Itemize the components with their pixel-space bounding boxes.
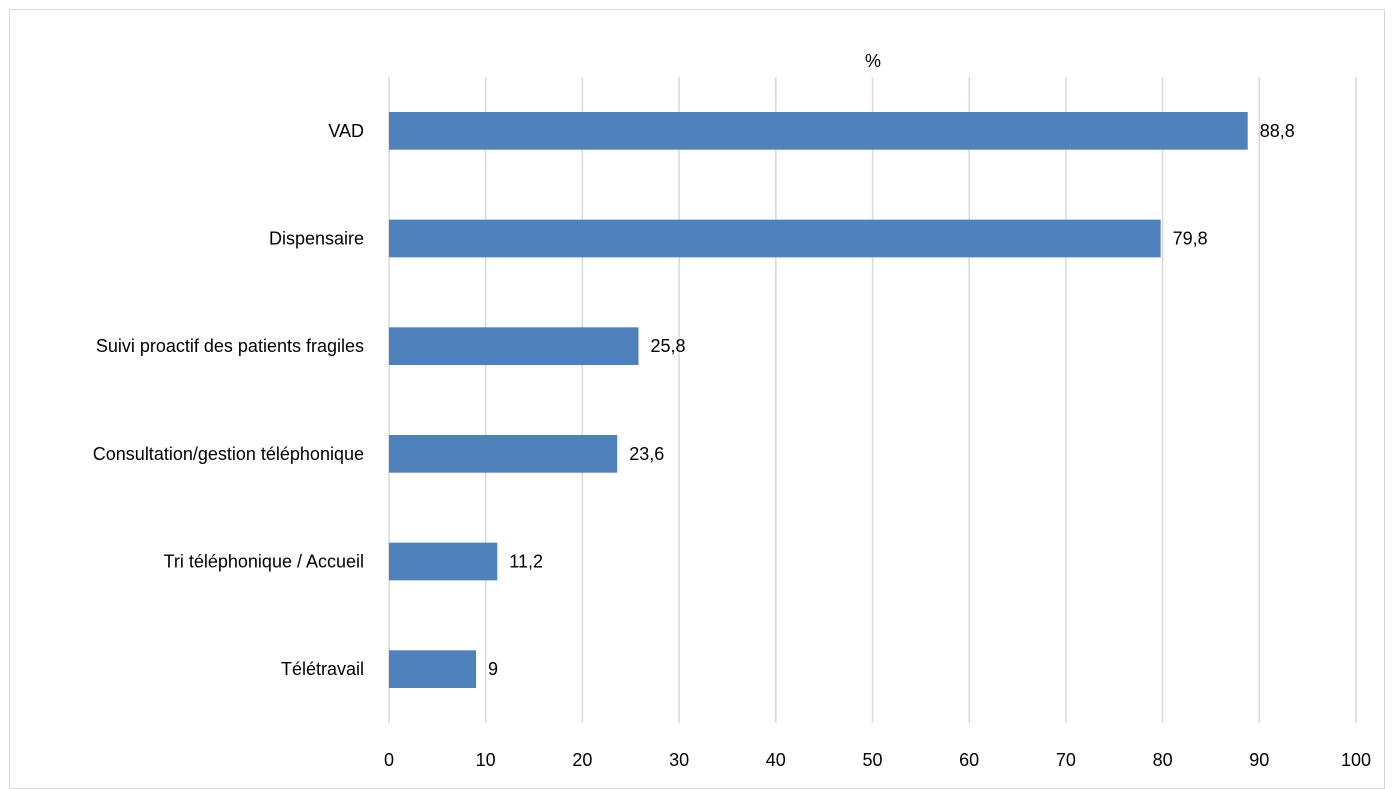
category-label: VAD bbox=[328, 121, 364, 141]
x-tick-label: 80 bbox=[1153, 750, 1173, 770]
bar bbox=[389, 542, 498, 581]
x-tick-label: 100 bbox=[1341, 750, 1371, 770]
data-label: 25,8 bbox=[650, 336, 685, 356]
category-label: Tri téléphonique / Accueil bbox=[164, 552, 364, 572]
data-label: 88,8 bbox=[1260, 121, 1295, 141]
bars bbox=[389, 111, 1248, 689]
bar bbox=[389, 650, 477, 689]
x-tick-label: 0 bbox=[384, 750, 394, 770]
bar bbox=[389, 327, 639, 366]
chart-title: % bbox=[865, 51, 881, 71]
x-tick-label: 60 bbox=[959, 750, 979, 770]
category-label: Dispensaire bbox=[269, 229, 364, 249]
x-tick-label: 40 bbox=[766, 750, 786, 770]
x-tick-label: 50 bbox=[862, 750, 882, 770]
x-tick-label: 10 bbox=[476, 750, 496, 770]
data-label: 79,8 bbox=[1173, 229, 1208, 249]
x-tick-label: 20 bbox=[572, 750, 592, 770]
x-tick-label: 70 bbox=[1056, 750, 1076, 770]
x-tick-labels: 0 10 20 30 40 50 60 70 80 90 100 bbox=[384, 750, 1371, 770]
category-label: Consultation/gestion téléphonique bbox=[93, 444, 364, 464]
bar bbox=[389, 111, 1248, 150]
bar bbox=[389, 219, 1161, 258]
bar bbox=[389, 434, 618, 473]
data-label: 11,2 bbox=[509, 552, 543, 572]
category-labels: VAD Dispensaire Suivi proactif des patient… bbox=[93, 121, 364, 679]
value-labels: 88,8 79,8 25,8 23,6 11,2 9 bbox=[488, 121, 1295, 679]
data-label: 23,6 bbox=[629, 444, 664, 464]
gridlines bbox=[388, 77, 1357, 723]
category-label: Suivi proactif des patients fragiles bbox=[96, 336, 364, 356]
data-label: 9 bbox=[488, 659, 498, 679]
x-tick-label: 30 bbox=[669, 750, 689, 770]
category-label: Télétravail bbox=[281, 659, 364, 679]
x-tick-label: 90 bbox=[1249, 750, 1269, 770]
